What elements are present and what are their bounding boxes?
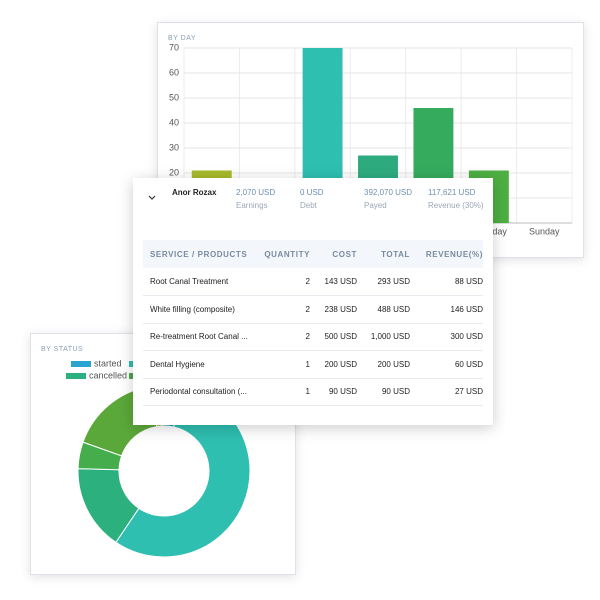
- stat-value: 392,070 USD: [364, 188, 413, 197]
- column-header: COST: [332, 249, 357, 259]
- chart-title: BY STATUS: [41, 346, 83, 353]
- table-row: White filling (composite) 2 238 USD 488 USD…: [143, 296, 483, 324]
- table-cell: 60 USD: [454, 359, 483, 369]
- table-row: Periodontal consultation (... 1 90 USD 90 U…: [143, 378, 483, 406]
- y-tick-label: 40: [169, 117, 179, 127]
- table-cell: 293 USD: [377, 277, 410, 286]
- stat-label: Payed: [364, 201, 387, 210]
- y-tick-label: 50: [169, 92, 179, 102]
- legend-label: started: [94, 358, 122, 368]
- legend-swatch: [66, 373, 86, 379]
- legend-label: cancelled: [89, 370, 127, 380]
- table-cell: 300 USD: [450, 332, 483, 341]
- y-tick-label: 60: [169, 67, 179, 77]
- column-header: TOTAL: [381, 249, 410, 259]
- table-cell: 238 USD: [324, 304, 357, 314]
- table-cell: Periodontal consultation (...: [150, 387, 247, 396]
- table-header: SERVICE / PRODUCTS QUANTITY COST TOTAL REVEN…: [143, 240, 483, 268]
- table-cell: 488 USD: [377, 304, 410, 314]
- stat-value: 117,621 USD: [428, 188, 476, 197]
- column-header: REVENUE(%): [425, 249, 483, 259]
- y-tick-label: 20: [169, 167, 179, 177]
- table-cell: 146 USD: [450, 304, 483, 314]
- table-cell: 90 USD: [328, 387, 357, 396]
- stat-label: Revenue (30%): [428, 201, 484, 210]
- table-cell: 143 USD: [324, 277, 357, 286]
- table-row: Re-treatment Root Canal ... 2 500 USD 1,000…: [143, 323, 483, 351]
- table-cell: 200 USD: [377, 359, 410, 369]
- table-cell: 500 USD: [324, 332, 357, 341]
- column-header: QUANTITY: [264, 249, 310, 259]
- table-cell: 1: [305, 359, 310, 369]
- table-cell: 1,000 USD: [370, 332, 410, 341]
- table-cell: 200 USD: [324, 359, 357, 369]
- stat-label: Earnings: [236, 201, 268, 210]
- donut-slice: [115, 386, 251, 558]
- x-tick-label: Sunday: [529, 226, 560, 236]
- table-cell: Root Canal Treatment: [150, 277, 229, 286]
- y-tick-label: 30: [169, 142, 179, 152]
- stat-label: Debt: [300, 201, 317, 210]
- table-cell: 27 USD: [454, 387, 483, 396]
- stat-value: 0 USD: [300, 188, 324, 197]
- table-cell: 90 USD: [381, 387, 410, 396]
- patient-name: Anor Rozax: [172, 188, 217, 197]
- chart-title: BY DAY: [168, 35, 196, 42]
- chevron-icon[interactable]: [148, 194, 156, 202]
- y-tick-label: 70: [169, 42, 179, 52]
- table-cell: Dental Hygiene: [150, 359, 205, 369]
- table-cell: Re-treatment Root Canal ...: [150, 332, 248, 341]
- table-row: Root Canal Treatment 2 143 USD 293 USD 88 US…: [143, 268, 483, 296]
- column-header: SERVICE / PRODUCTS: [150, 249, 248, 259]
- table-cell: 1: [305, 387, 310, 396]
- table-row: Dental Hygiene 1 200 USD 200 USD 60 USD: [143, 351, 483, 379]
- legend-swatch: [71, 361, 91, 367]
- invoice-card: Anor Rozax 2,070 USD Earnings 0 USD Debt 392…: [133, 178, 493, 425]
- table-cell: 2: [305, 304, 310, 314]
- stat-value: 2,070 USD: [236, 188, 276, 197]
- table-cell: 2: [305, 332, 310, 341]
- table-cell: White filling (composite): [150, 304, 235, 314]
- table-cell: 88 USD: [454, 277, 483, 286]
- table-cell: 2: [305, 277, 310, 286]
